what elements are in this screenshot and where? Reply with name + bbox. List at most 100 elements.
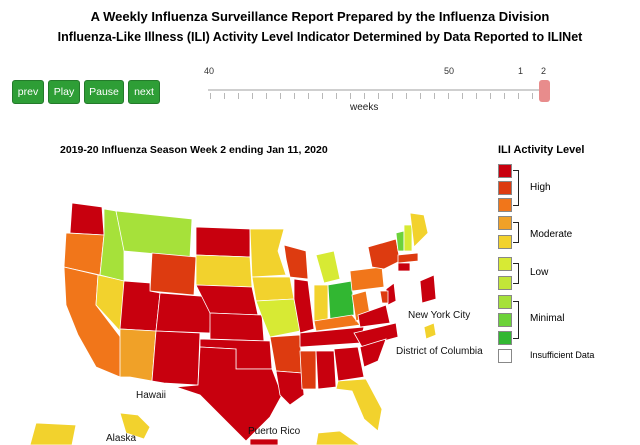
legend-title: ILI Activity Level <box>498 144 585 156</box>
report-title: A Weekly Influenza Surveillance Report P… <box>90 9 550 24</box>
state-connecticut <box>397 262 411 272</box>
tick-label-50: 50 <box>444 66 455 76</box>
state-arizona <box>119 328 157 382</box>
state-montana <box>115 210 193 258</box>
state-georgia <box>333 346 365 382</box>
state-dc <box>423 322 437 340</box>
report-subtitle: Influenza-Like Illness (ILI) Activity Le… <box>57 30 583 44</box>
slider-tick <box>336 93 337 99</box>
slider-tick <box>504 93 505 99</box>
state-alabama <box>315 350 337 390</box>
state-wisconsin <box>283 244 309 280</box>
state-texas <box>175 346 283 442</box>
legend-label-low: Low <box>530 267 549 278</box>
state-minnesota <box>249 228 287 278</box>
slider-tick <box>210 93 211 99</box>
slider-tick <box>406 93 407 99</box>
puerto-rico-label: Puerto Rico <box>248 426 301 437</box>
slider-tick <box>350 93 351 99</box>
slider-tick <box>420 93 421 99</box>
legend-swatch-4 <box>498 276 512 290</box>
state-michigan <box>315 250 341 284</box>
state-pennsylvania <box>349 266 385 292</box>
legend-swatch-9 <box>498 181 512 195</box>
state-maine <box>409 212 429 248</box>
slider-tick <box>434 93 435 99</box>
state-south-carolina <box>359 338 387 368</box>
slider-tick <box>224 93 225 99</box>
slider-tick <box>364 93 365 99</box>
slider-tick <box>252 93 253 99</box>
slider-axis-label: weeks <box>350 102 379 113</box>
alaska-label: Alaska <box>106 433 137 444</box>
week-slider-track[interactable] <box>208 89 548 91</box>
state-maryland <box>379 290 389 304</box>
state-new-york-city <box>419 274 437 304</box>
slider-tick <box>392 93 393 99</box>
legend-swatch-2 <box>498 313 512 327</box>
slider-tick <box>280 93 281 99</box>
state-north-dakota <box>195 226 251 258</box>
legend-swatch-6 <box>498 235 512 249</box>
state-hawaii <box>119 412 151 440</box>
slider-tick <box>448 93 449 99</box>
legend-label-minimal: Minimal <box>530 313 565 324</box>
slider-tick <box>308 93 309 99</box>
state-new-york <box>367 238 401 270</box>
state-alaska <box>29 422 77 445</box>
state-south-dakota <box>195 254 253 288</box>
pause-button[interactable]: Pause <box>84 80 124 104</box>
slider-tick <box>294 93 295 99</box>
state-mississippi <box>299 350 317 390</box>
territory-virgin-islands <box>315 430 361 445</box>
dc-label: District of Columbia <box>396 346 483 357</box>
state-wyoming <box>149 252 197 296</box>
state-washington <box>69 202 105 236</box>
state-north-carolina <box>353 322 399 348</box>
slider-tick <box>462 93 463 99</box>
legend-swatch-7 <box>498 216 512 230</box>
tick-label-2: 2 <box>541 66 547 76</box>
map-title: 2019-20 Influenza Season Week 2 ending J… <box>60 144 328 156</box>
state-florida <box>335 378 383 432</box>
slider-tick <box>532 93 533 99</box>
legend-swatch-1 <box>498 331 512 345</box>
state-ohio <box>327 280 355 320</box>
legend-swatch-10 <box>498 164 512 178</box>
state-massachusetts <box>397 252 419 264</box>
slider-tick <box>518 93 519 99</box>
tick-label-40: 40 <box>204 66 215 76</box>
state-new-mexico <box>151 330 201 386</box>
state-new-hampshire <box>403 224 413 252</box>
us-ili-map <box>29 202 437 445</box>
nyc-label: New York City <box>408 310 471 321</box>
state-arkansas <box>269 334 303 374</box>
hawaii-label: Hawaii <box>136 390 167 401</box>
state-missouri <box>255 298 301 338</box>
prev-button[interactable]: prev <box>12 80 44 104</box>
state-kansas <box>209 312 265 342</box>
legend-swatch-insufficient <box>498 349 512 363</box>
slider-tick <box>476 93 477 99</box>
legend-swatch-8 <box>498 198 512 212</box>
legend-bracket-high <box>513 170 519 206</box>
legend-label-moderate: Moderate <box>530 229 573 240</box>
next-button[interactable]: next <box>128 80 160 104</box>
legend-label-insufficient: Insufficient Data <box>530 350 595 360</box>
slider-tick <box>266 93 267 99</box>
state-iowa <box>251 276 295 302</box>
slider-tick <box>322 93 323 99</box>
legend-swatch-3 <box>498 295 512 309</box>
legend-bracket-minimal <box>513 301 519 339</box>
territory-puerto-rico <box>249 438 279 445</box>
week-slider-handle[interactable] <box>539 80 550 102</box>
slider-tick <box>378 93 379 99</box>
legend-bracket-moderate <box>513 222 519 243</box>
legend-bracket-low <box>513 263 519 284</box>
state-louisiana <box>275 370 305 406</box>
state-virginia <box>357 304 391 328</box>
play-button[interactable]: Play <box>48 80 80 104</box>
tick-label-1: 1 <box>518 66 524 76</box>
slider-tick <box>490 93 491 99</box>
state-illinois <box>293 278 315 334</box>
